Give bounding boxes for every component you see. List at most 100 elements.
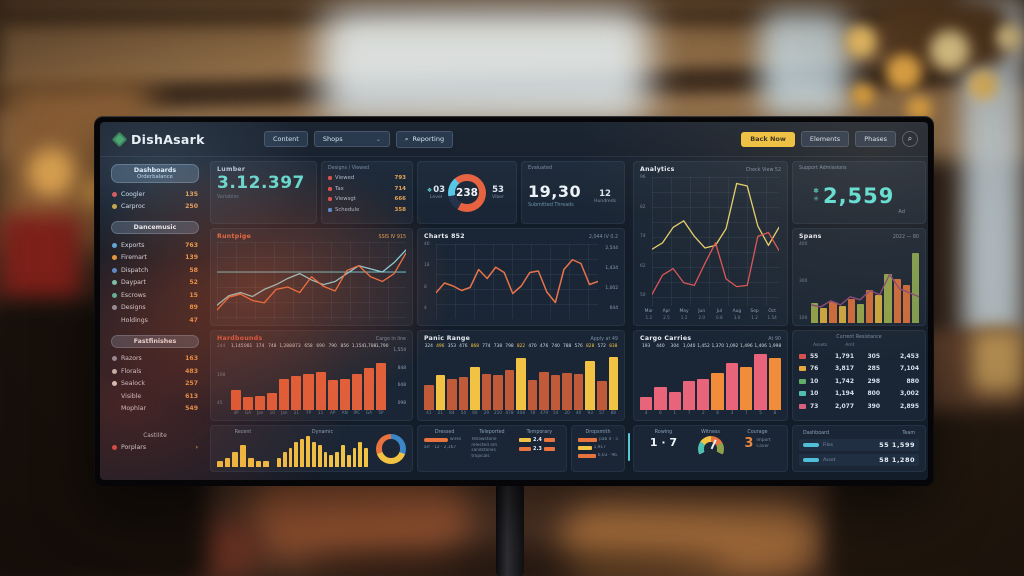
- bar: [294, 442, 299, 467]
- sidebar-item[interactable]: Sealock 257: [109, 378, 201, 391]
- bar: [352, 448, 357, 467]
- sidebar-item[interactable]: Carproc 250: [109, 201, 201, 214]
- bar: [893, 279, 901, 323]
- lamp-glow: [28, 148, 76, 196]
- h-bar: [578, 453, 596, 459]
- bar: [231, 389, 242, 410]
- progress-pill: [803, 457, 819, 463]
- sidebar-item[interactable]: Dispatch 58: [109, 264, 201, 277]
- swatch-icon: [799, 378, 806, 384]
- item-dot-icon: [112, 242, 117, 248]
- sidebar-footer: Castilite Porplars ›: [109, 433, 201, 455]
- bar: [754, 353, 767, 410]
- mini-text-line: Yellowstone: [471, 437, 497, 442]
- team-row[interactable]: Asset 58 1,280: [799, 454, 919, 466]
- drop-row: pab 4 · 500: [578, 437, 618, 443]
- bar-column: 822 408: [516, 344, 526, 415]
- sidebar-item[interactable]: Exports 763: [109, 239, 201, 252]
- sidebar-item[interactable]: Visible 613: [109, 390, 201, 403]
- bar-column: 1,092 3: [725, 344, 739, 415]
- sidebar-pill-dancemusic[interactable]: Dancemusic: [111, 221, 199, 234]
- drop-row: 6,03 · 967: [578, 453, 618, 459]
- speedometer-gauge: [697, 436, 724, 462]
- bar-column: 1,145 4P: [231, 344, 244, 415]
- bokeh-light: [852, 84, 874, 106]
- sparkle-icon: ✱ ✳: [813, 187, 819, 203]
- sidebar-item-porplars[interactable]: Porplars ›: [109, 442, 201, 455]
- bar: [327, 380, 338, 410]
- back-now-button[interactable]: Back Now: [741, 131, 795, 147]
- bar-column: [306, 436, 310, 467]
- sidebar-item[interactable]: Coogler 135: [109, 188, 201, 201]
- sidebar-item[interactable]: Firemart 139: [109, 252, 201, 265]
- sidebar-item[interactable]: Escrows 15: [109, 289, 201, 302]
- progress-pill: [803, 442, 819, 448]
- item-dot-icon: [112, 381, 117, 387]
- logo-wordmark: DishAsark: [131, 131, 205, 147]
- spans-overlay-line: [811, 244, 919, 315]
- shops-dropdown[interactable]: Shops ⌄: [313, 131, 390, 147]
- runtime-line-chart: [217, 242, 406, 321]
- bar-column: [240, 436, 246, 467]
- app-logo[interactable]: DishAsark: [111, 131, 264, 147]
- bar-column: [311, 436, 316, 467]
- bar-column: 174 Jan: [255, 344, 266, 415]
- search-field[interactable]: ⌕ Reporting: [395, 130, 454, 148]
- bar: [375, 363, 387, 410]
- bar: [315, 371, 326, 410]
- scrollbar[interactable]: [628, 433, 630, 461]
- kpi-card-support: Support Admissions ✱ ✳ 2,559 Ad: [792, 161, 926, 224]
- window-light: [760, 10, 850, 120]
- bar-column: [838, 244, 846, 323]
- bar-column: 576 40: [573, 344, 584, 415]
- bar: [340, 445, 345, 467]
- elements-button[interactable]: Elements: [800, 131, 850, 147]
- team-column-headers: Dashboard Team: [803, 431, 915, 436]
- panel-analytics: Analytics Check View 52 96 82 74 62 50 Mar 1…: [633, 161, 788, 326]
- bar-column: [346, 436, 351, 467]
- legend-row: Tax 714: [328, 184, 406, 195]
- sidebar-item[interactable]: Designs 89: [109, 302, 201, 315]
- bar: [364, 448, 368, 467]
- bar-column: [329, 436, 334, 467]
- search-button[interactable]: ⌕: [902, 131, 918, 147]
- x-axis-label: Sep 1.2: [750, 309, 759, 320]
- legend-list: Viewed 793 Tax 714 Viewsgt 666 S: [328, 173, 406, 215]
- mini-col-temporary: Temporary 2.4 2.3: [518, 430, 560, 467]
- h-bar: [578, 437, 598, 443]
- swatch-icon: [799, 403, 806, 409]
- sidebar-pill-dashboards[interactable]: Dashboards Orderbalance: [111, 164, 199, 183]
- mini-col-teleported: Teleported Yellowstone relected am sandsto…: [471, 430, 512, 467]
- bar: [725, 363, 739, 410]
- sidebar-pill-fastfinishes[interactable]: Fastfinishes: [111, 334, 199, 348]
- mini-bar-row: 2.3: [518, 446, 560, 452]
- dynamic-bar-sparkline: [277, 436, 368, 467]
- bar: [323, 451, 328, 467]
- sidebar-item[interactable]: Mophlar 549: [109, 403, 201, 416]
- bar-column: [294, 436, 299, 467]
- bokeh-light: [846, 26, 876, 56]
- bar-column: [263, 436, 270, 467]
- sidebar-item[interactable]: Razors 163: [109, 353, 201, 366]
- bar-column: 1,040 7: [682, 344, 696, 415]
- legend-dot-icon: [328, 176, 332, 181]
- content-button[interactable]: Content: [264, 131, 308, 147]
- sidebar-item[interactable]: Daypart 52: [109, 277, 201, 290]
- bar-column: 1,154 IPC: [351, 344, 365, 415]
- stat-level: ❖03 Level: [426, 185, 446, 200]
- sidebar-list: Exports 763 Firemart 139 Dispatch 58: [109, 239, 201, 327]
- gauge-courage: Courage 3 Import Cover: [744, 430, 771, 451]
- bar: [856, 303, 865, 323]
- team-row[interactable]: Files 55 1,599: [799, 439, 919, 451]
- panel-hint: Check View 52: [745, 168, 781, 173]
- bar-column: 690 11: [315, 344, 326, 415]
- bar-column: 828 93: [585, 344, 595, 415]
- bar: [317, 445, 322, 467]
- panel-cargo-carries: Cargo Carries At 90 193 4 440 6 304 1 1,040 7 1,…: [633, 330, 788, 421]
- level-icon: ❖: [426, 187, 433, 194]
- red-sign: [0, 214, 82, 306]
- sidebar-item[interactable]: Holdings 47: [109, 314, 201, 327]
- phases-button[interactable]: Phases: [855, 131, 896, 147]
- item-dot-icon: [112, 394, 117, 399]
- sidebar-item[interactable]: Florals 483: [109, 365, 201, 378]
